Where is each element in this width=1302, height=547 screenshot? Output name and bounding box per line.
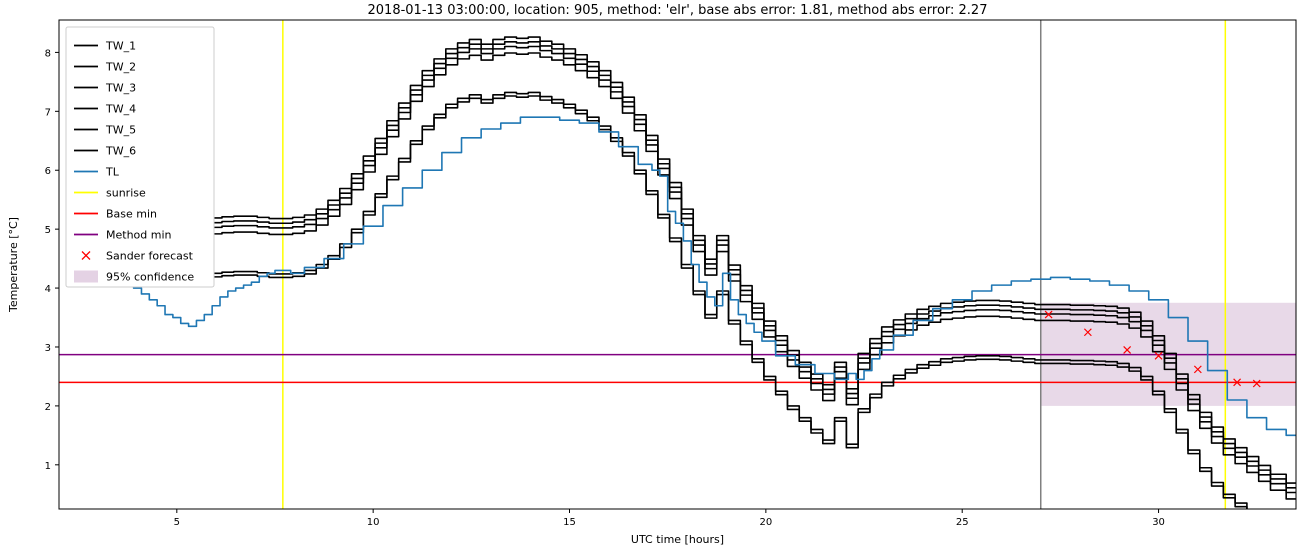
ytick-label: 6 <box>45 166 51 177</box>
xtick-label: 10 <box>367 517 380 528</box>
chart-title: 2018-01-13 03:00:00, location: 905, meth… <box>368 3 988 18</box>
legend-label: TW_6 <box>105 145 136 158</box>
legend-label: TW_5 <box>105 124 136 137</box>
xtick-label: 30 <box>1152 517 1165 528</box>
legend-label: Base min <box>106 208 157 221</box>
legend-label: TW_4 <box>105 103 136 116</box>
xtick-label: 25 <box>956 517 969 528</box>
ytick-label: 5 <box>45 225 51 236</box>
legend-label: 95% confidence <box>106 271 194 284</box>
legend-label: TW_1 <box>105 40 136 53</box>
xtick-label: 5 <box>174 517 180 528</box>
legend-label: Sander forecast <box>106 250 194 263</box>
ytick-label: 4 <box>45 284 51 295</box>
xtick-label: 15 <box>563 517 576 528</box>
y-axis-label: Temperature [°C] <box>7 217 20 313</box>
ytick-label: 8 <box>45 48 51 59</box>
legend-label: TL <box>105 166 120 179</box>
x-axis-label: UTC time [hours] <box>631 533 724 546</box>
ytick-label: 3 <box>45 343 51 354</box>
ytick-label: 7 <box>45 107 51 118</box>
legend-label: Method min <box>106 229 172 242</box>
chart-container: 5 10 15 20 25 30 1 2 3 4 5 6 7 8 UTC time [hours] Tempe… <box>0 0 1302 547</box>
xtick-label: 20 <box>759 517 772 528</box>
legend-label: TW_3 <box>105 82 136 95</box>
legend-label: TW_2 <box>105 61 136 74</box>
temperature-chart: 5 10 15 20 25 30 1 2 3 4 5 6 7 8 UTC time [hours] Tempe… <box>0 0 1302 547</box>
ytick-label: 1 <box>45 461 51 472</box>
legend-label: sunrise <box>106 187 146 200</box>
ytick-label: 2 <box>45 402 51 413</box>
